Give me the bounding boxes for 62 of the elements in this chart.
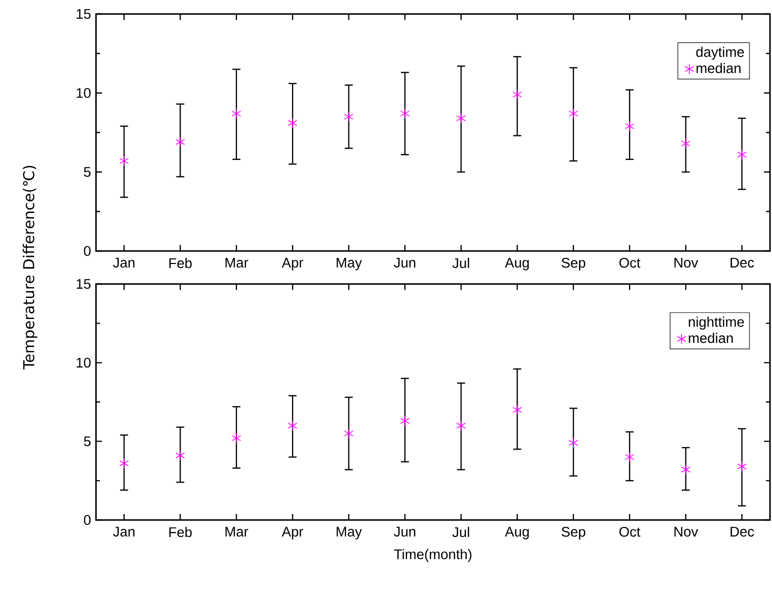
y-tick-label: 15 bbox=[76, 279, 91, 289]
x-tick-label: Mar bbox=[226, 526, 248, 537]
point bbox=[176, 450, 185, 461]
x-tick-label: Jan bbox=[113, 258, 134, 268]
x-tick-label: Feb bbox=[169, 258, 192, 268]
point bbox=[119, 458, 129, 469]
y-tick-label: 5 bbox=[84, 167, 91, 177]
x-tick-label: Sep bbox=[562, 258, 586, 270]
x-tick-label: Jul bbox=[452, 526, 470, 538]
point bbox=[119, 156, 129, 166]
point bbox=[624, 120, 634, 132]
point bbox=[737, 461, 747, 472]
point bbox=[737, 149, 747, 160]
legend-title: daytime bbox=[696, 46, 744, 60]
x-tick-label: May bbox=[336, 258, 362, 270]
y-tick-label: 15 bbox=[76, 9, 91, 19]
point bbox=[456, 112, 466, 124]
x-axis-title: Time(month) bbox=[394, 548, 472, 562]
point bbox=[232, 108, 242, 119]
x-tick-label: Nov bbox=[674, 526, 698, 537]
legend-label: median bbox=[688, 332, 733, 344]
x-tick-label: Jul bbox=[452, 258, 470, 268]
point bbox=[344, 428, 354, 439]
point bbox=[681, 138, 690, 149]
y-axis-title: Temperature Difference(℃) bbox=[22, 166, 38, 370]
x-tick-label: Apr bbox=[282, 258, 304, 270]
x-tick-label: Jun bbox=[394, 258, 416, 268]
point bbox=[568, 438, 578, 448]
point bbox=[176, 136, 185, 148]
point bbox=[568, 108, 578, 119]
legend-label: median bbox=[696, 62, 741, 74]
x-tick-label: Nov bbox=[674, 258, 698, 268]
point bbox=[288, 118, 298, 128]
point bbox=[400, 108, 410, 119]
x-tick-label: Mar bbox=[226, 258, 248, 268]
point bbox=[344, 111, 354, 122]
y-tick-label: 10 bbox=[76, 88, 91, 98]
point bbox=[624, 452, 634, 462]
x-tick-label: Dec bbox=[730, 258, 754, 268]
point bbox=[232, 432, 242, 444]
x-tick-label: Oct bbox=[619, 526, 640, 537]
x-tick-label: Jan bbox=[113, 526, 134, 537]
x-tick-label: Dec bbox=[730, 526, 754, 537]
x-tick-label: May bbox=[336, 526, 362, 540]
x-tick-label: Apr bbox=[282, 526, 304, 540]
point bbox=[681, 464, 690, 476]
point bbox=[400, 415, 410, 426]
y-tick-label: 10 bbox=[76, 358, 91, 368]
point bbox=[288, 420, 298, 431]
x-tick-label: Aug bbox=[504, 258, 529, 270]
point bbox=[512, 404, 522, 416]
point bbox=[512, 89, 522, 100]
x-tick-label: Jun bbox=[394, 526, 416, 537]
x-tick-label: Sep bbox=[562, 526, 586, 540]
y-tick-label: 5 bbox=[84, 436, 91, 446]
legend-title: nighttime bbox=[688, 316, 744, 330]
y-tick-label: 0 bbox=[84, 515, 91, 525]
x-tick-label: Feb bbox=[169, 526, 192, 538]
x-tick-label: Oct bbox=[619, 258, 640, 268]
x-tick-label: Aug bbox=[504, 526, 529, 540]
point bbox=[456, 420, 466, 431]
y-tick-label: 0 bbox=[84, 246, 91, 256]
